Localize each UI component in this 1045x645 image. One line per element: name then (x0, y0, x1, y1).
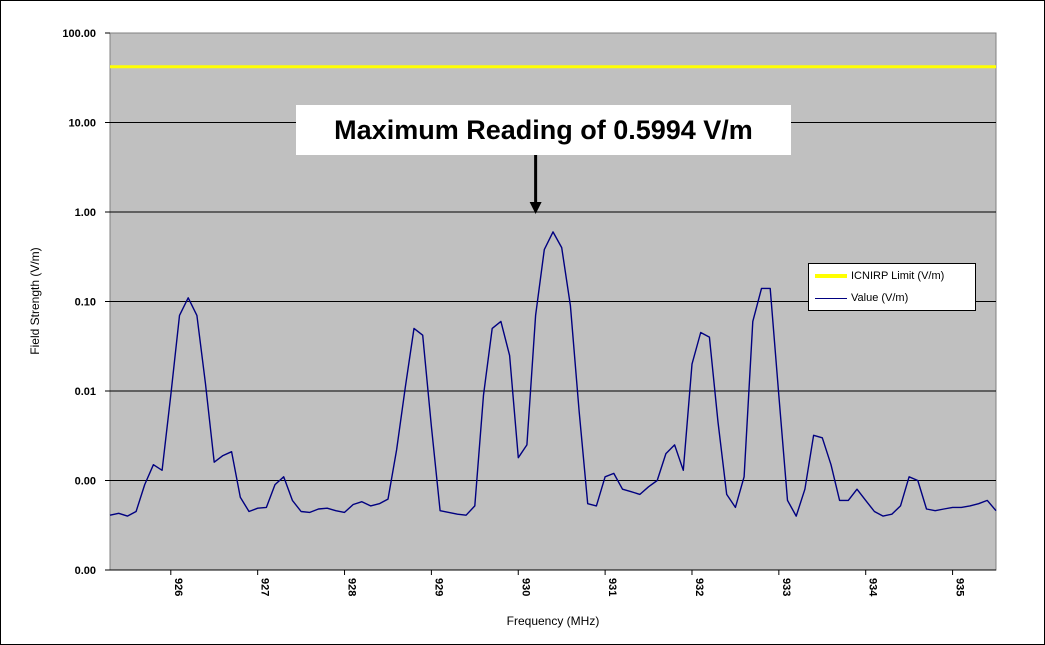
legend: ICNIRP Limit (V/m) Value (V/m) (808, 263, 976, 311)
y-tick-label: 100.00 (62, 28, 96, 40)
y-tick-label: 0.00 (75, 565, 96, 577)
x-tick-label: 935 (954, 578, 966, 596)
x-tick-label: 933 (780, 578, 792, 596)
x-tick-label: 927 (259, 578, 271, 596)
y-tick-label: 0.00 (75, 476, 96, 488)
annotation-arrow-head (529, 201, 542, 214)
x-axis: 926 927 928 929 930 931 932 933 934 935 (110, 569, 996, 597)
x-tick-label: 932 (693, 578, 705, 596)
x-tick-label: 928 (346, 578, 358, 596)
y-tick-label: 0.01 (75, 386, 96, 398)
annotation-arrow (529, 151, 542, 214)
legend-swatch-value (815, 297, 847, 299)
x-tick-label: 931 (606, 578, 618, 596)
y-axis-title: Field Strength (V/m) (28, 247, 42, 354)
y-axis: 0.00 0.00 0.01 0.10 1.00 10.00 100.00 (62, 28, 110, 577)
x-tick-label: 934 (867, 578, 879, 597)
x-tick-label: 930 (519, 578, 531, 596)
y-tick-label: 0.10 (75, 297, 96, 309)
legend-item-icnirp: ICNIRP Limit (V/m) (809, 266, 975, 286)
annotation-box: Maximum Reading of 0.5994 V/m (296, 105, 791, 155)
legend-label-value: Value (V/m) (851, 292, 909, 304)
legend-label-icnirp: ICNIRP Limit (V/m) (851, 270, 945, 282)
series-value-line (109, 231, 997, 517)
x-tick-label: 929 (432, 578, 444, 596)
y-tick-label: 1.00 (75, 207, 96, 219)
series-lines (109, 65, 997, 517)
legend-item-value: Value (V/m) (809, 288, 975, 308)
legend-swatch-icnirp (815, 274, 847, 278)
y-tick-label: 10.00 (68, 118, 96, 130)
annotation-text: Maximum Reading of 0.5994 V/m (334, 114, 753, 145)
x-tick-label: 926 (172, 578, 184, 596)
x-axis-title: Frequency (MHz) (507, 614, 600, 628)
